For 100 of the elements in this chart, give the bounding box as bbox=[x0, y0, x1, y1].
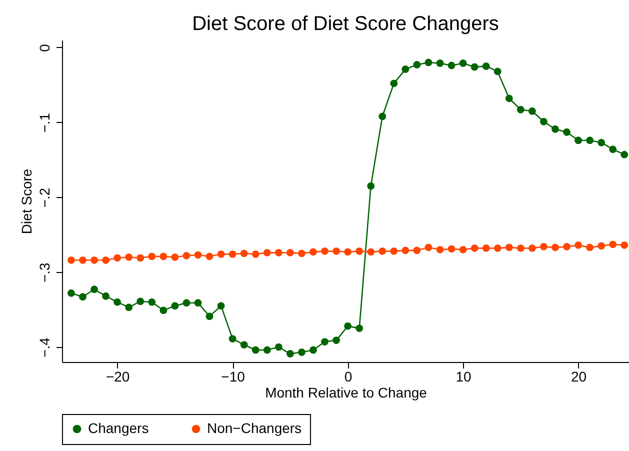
point bbox=[482, 62, 490, 70]
point bbox=[436, 60, 444, 67]
point bbox=[413, 246, 421, 254]
point bbox=[321, 247, 328, 255]
point bbox=[68, 256, 75, 264]
point bbox=[540, 242, 548, 250]
point bbox=[194, 299, 202, 307]
y-tick-label: −.4 bbox=[36, 337, 52, 358]
point bbox=[182, 299, 190, 307]
y-axis-title: Diet Score bbox=[18, 168, 34, 234]
point bbox=[516, 244, 524, 252]
point bbox=[332, 247, 340, 255]
point bbox=[194, 251, 202, 259]
chart-title: Diet Score of Diet Score Changers bbox=[192, 13, 499, 35]
point bbox=[286, 248, 294, 256]
point bbox=[171, 253, 179, 261]
point bbox=[459, 60, 467, 67]
y-tick-label: −.2 bbox=[36, 188, 52, 208]
point bbox=[90, 286, 98, 294]
point bbox=[321, 338, 328, 346]
point bbox=[240, 341, 248, 348]
point bbox=[298, 348, 306, 356]
point bbox=[356, 324, 364, 332]
point bbox=[413, 61, 421, 68]
x-tick-label: −10 bbox=[221, 368, 246, 384]
point bbox=[274, 343, 282, 351]
x-axis-title: Month Relative to Change bbox=[265, 384, 428, 400]
point bbox=[482, 244, 490, 252]
point bbox=[620, 150, 628, 158]
point bbox=[402, 246, 410, 254]
point bbox=[586, 136, 594, 144]
point bbox=[494, 68, 502, 76]
point bbox=[424, 58, 432, 66]
point bbox=[528, 107, 536, 115]
point bbox=[252, 250, 260, 258]
point bbox=[505, 94, 513, 102]
point bbox=[574, 241, 582, 249]
point bbox=[148, 252, 156, 260]
point bbox=[436, 246, 444, 254]
point bbox=[470, 244, 478, 252]
point bbox=[390, 80, 398, 88]
point bbox=[206, 312, 214, 320]
point bbox=[378, 112, 386, 120]
point bbox=[114, 298, 122, 306]
point bbox=[228, 335, 236, 342]
point bbox=[263, 346, 271, 354]
y-tick-label: −.3 bbox=[36, 262, 52, 283]
point bbox=[68, 289, 75, 297]
point bbox=[286, 350, 294, 358]
point bbox=[102, 256, 110, 264]
y-tick-label: −.1 bbox=[36, 112, 52, 133]
x-tick-label: 10 bbox=[456, 368, 472, 384]
point bbox=[102, 292, 110, 300]
point bbox=[171, 302, 179, 310]
point bbox=[494, 244, 502, 252]
point bbox=[609, 146, 617, 154]
point bbox=[252, 346, 260, 354]
point bbox=[367, 248, 375, 256]
point bbox=[240, 250, 248, 258]
point bbox=[574, 136, 582, 144]
point bbox=[586, 244, 594, 252]
point bbox=[90, 256, 98, 264]
y-tick-label: 0 bbox=[36, 44, 52, 52]
point bbox=[609, 240, 617, 248]
point bbox=[125, 253, 133, 261]
point bbox=[620, 241, 628, 249]
point bbox=[228, 250, 236, 258]
point bbox=[160, 252, 168, 260]
point bbox=[274, 248, 282, 256]
point bbox=[540, 118, 548, 126]
point bbox=[217, 302, 225, 310]
point bbox=[136, 298, 144, 306]
point bbox=[552, 244, 559, 252]
point bbox=[470, 63, 478, 71]
point bbox=[505, 244, 513, 252]
point bbox=[448, 62, 456, 70]
point bbox=[344, 248, 352, 256]
point bbox=[344, 322, 352, 330]
point bbox=[298, 250, 306, 258]
point bbox=[332, 336, 340, 344]
point bbox=[148, 298, 156, 306]
point bbox=[598, 242, 606, 250]
point bbox=[356, 247, 364, 255]
point bbox=[402, 66, 410, 73]
x-tick-label: −20 bbox=[106, 368, 130, 384]
point bbox=[563, 128, 570, 136]
point bbox=[160, 306, 168, 314]
point bbox=[424, 244, 432, 252]
point bbox=[263, 248, 271, 256]
legend-label: Non−Changers bbox=[207, 420, 302, 436]
point bbox=[552, 125, 559, 133]
point bbox=[182, 252, 190, 260]
point bbox=[310, 346, 317, 354]
legend-label: Changers bbox=[88, 420, 149, 436]
point bbox=[136, 254, 144, 262]
point bbox=[217, 250, 225, 258]
point bbox=[206, 252, 214, 260]
point bbox=[459, 246, 467, 254]
point bbox=[310, 248, 317, 256]
point bbox=[114, 254, 122, 262]
